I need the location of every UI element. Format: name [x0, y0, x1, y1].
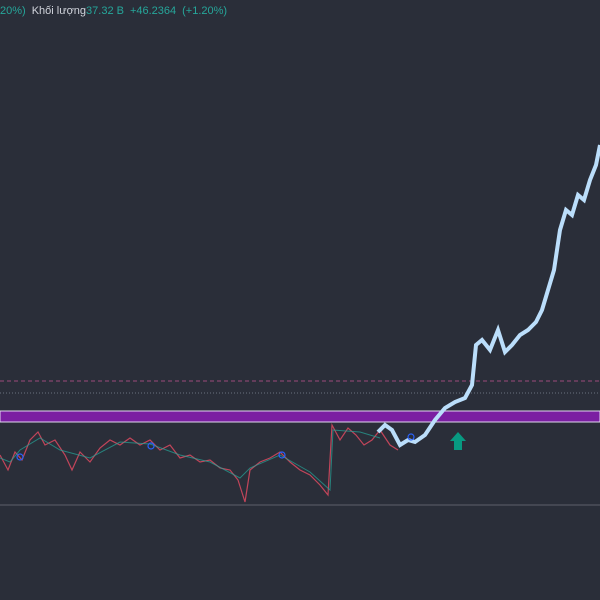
- price-line-green: [0, 429, 381, 492]
- price-line-late: [376, 144, 600, 448]
- signal-marker: [147, 442, 155, 450]
- signal-marker: [278, 451, 286, 459]
- volume-change-pct: (+1.20%): [182, 5, 228, 17]
- price-line-early: [0, 422, 399, 503]
- signal-marker: [16, 453, 24, 461]
- buy-arrow: [450, 432, 466, 450]
- volume-value: 37.32 B: [86, 5, 124, 17]
- legend-header: 20%) Khối lượng37.32 B +46.2364 (+1.20%): [0, 5, 227, 17]
- volume-label: Khối lượng: [31, 5, 87, 17]
- change-tail: 20%): [0, 5, 26, 17]
- volume-change: +46.2364: [129, 5, 177, 17]
- zone-band: [0, 410, 600, 423]
- signal-marker: [407, 433, 415, 441]
